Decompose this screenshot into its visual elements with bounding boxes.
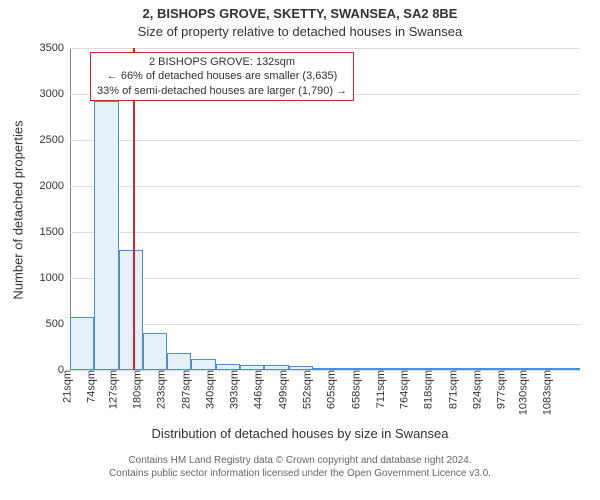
x-tick-label: 74sqm (82, 370, 98, 403)
gridline-h (70, 232, 580, 233)
y-tick-label: 2000 (40, 180, 70, 192)
chart-container: 2, BISHOPS GROVE, SKETTY, SWANSEA, SA2 8… (0, 0, 600, 500)
bar (119, 250, 143, 370)
x-tick-label: 658sqm (346, 370, 362, 409)
bar (70, 317, 94, 370)
chart-subtitle: Size of property relative to detached ho… (0, 24, 600, 39)
info-line-3: 33% of semi-detached houses are larger (… (97, 84, 347, 98)
x-tick-label: 552sqm (297, 370, 313, 409)
x-tick-label: 446sqm (249, 370, 265, 409)
x-tick-label: 499sqm (273, 370, 289, 409)
gridline-h (70, 140, 580, 141)
x-tick-label: 605sqm (322, 370, 338, 409)
bar (94, 101, 118, 370)
bar (143, 333, 167, 370)
x-tick-label: 127sqm (103, 370, 119, 409)
y-tick-label: 1000 (40, 272, 70, 284)
x-tick-label: 393sqm (225, 370, 241, 409)
chart-address-title: 2, BISHOPS GROVE, SKETTY, SWANSEA, SA2 8… (0, 6, 600, 21)
gridline-h (70, 186, 580, 187)
info-line-2: ← 66% of detached houses are smaller (3,… (97, 69, 347, 83)
bar (191, 359, 215, 370)
gridline-h (70, 278, 580, 279)
y-axis-label: Number of detached properties (11, 120, 26, 299)
info-annotation-box: 2 BISHOPS GROVE: 132sqm ← 66% of detache… (90, 52, 354, 101)
x-tick-label: 180sqm (127, 370, 143, 409)
gridline-h (70, 324, 580, 325)
bar (167, 353, 191, 370)
x-tick-label: 711sqm (371, 370, 387, 408)
y-tick-label: 500 (46, 318, 70, 330)
info-line-1: 2 BISHOPS GROVE: 132sqm (97, 55, 347, 69)
x-tick-label: 1083sqm (537, 370, 553, 415)
gridline-h (70, 48, 580, 49)
x-tick-label: 924sqm (467, 370, 483, 409)
x-tick-label: 764sqm (395, 370, 411, 409)
x-tick-label: 1030sqm (513, 370, 529, 415)
chart-footer: Contains HM Land Registry data © Crown c… (0, 454, 600, 480)
y-tick-label: 3000 (40, 88, 70, 100)
bar (556, 368, 580, 370)
x-tick-label: 233sqm (152, 370, 168, 409)
footer-line-1: Contains HM Land Registry data © Crown c… (0, 454, 600, 467)
x-tick-label: 340sqm (200, 370, 216, 409)
footer-line-2: Contains public sector information licen… (0, 467, 600, 480)
y-tick-label: 1500 (40, 226, 70, 238)
x-tick-label: 818sqm (419, 370, 435, 409)
x-axis-label: Distribution of detached houses by size … (0, 426, 600, 441)
x-tick-label: 871sqm (443, 370, 459, 409)
y-tick-label: 2500 (40, 134, 70, 146)
x-tick-label: 21sqm (58, 370, 74, 403)
x-tick-label: 287sqm (176, 370, 192, 409)
y-tick-label: 3500 (40, 42, 70, 54)
x-tick-label: 977sqm (492, 370, 508, 409)
